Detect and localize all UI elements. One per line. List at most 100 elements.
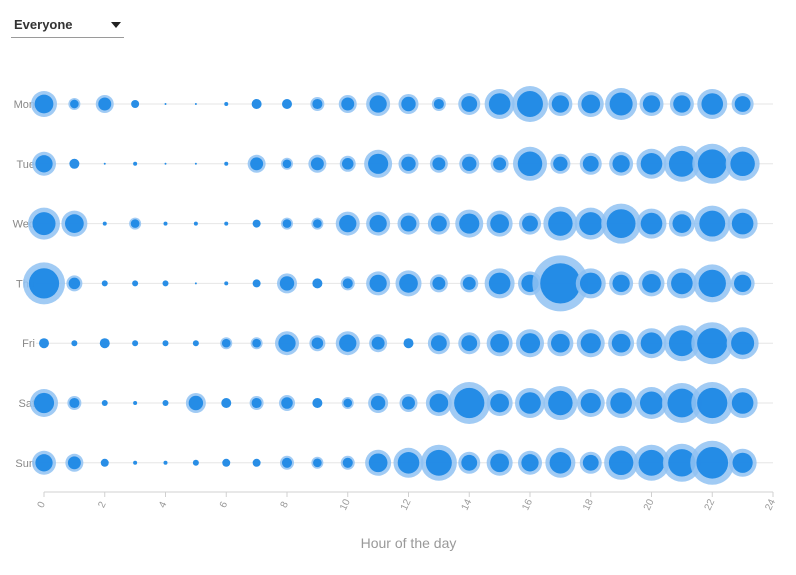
audience-dropdown-value: Everyone [14,17,73,32]
bubble-sun-10 [342,457,353,468]
bubble-sun-22 [696,446,729,479]
bubble-thu-0 [28,268,60,299]
bubble-sat-12 [402,396,415,410]
bubble-fri-13 [430,335,447,352]
bubble-mon-20 [642,95,661,113]
bubble-thu-7 [252,279,261,288]
bubble-fri-23 [731,331,755,355]
bubble-thu-1 [68,277,81,290]
bubble-sat-11 [370,395,386,411]
bubble-wed-17 [548,211,573,236]
bubble-tue-10 [341,158,354,170]
bubble-wed-7 [252,219,261,228]
bubble-thu-19 [612,274,630,293]
bubble-wed-8 [282,219,292,228]
bubble-fri-8 [278,334,296,352]
x-tick-label: 20 [642,497,657,512]
x-tick-label: 16 [520,497,535,512]
bubble-tue-13 [432,157,446,171]
x-tick-label: 6 [218,500,231,510]
x-tick-label: 24 [763,497,778,512]
bubble-sun-0 [35,454,53,472]
bubble-fri-3 [132,340,139,347]
day-label: Sun [15,458,35,470]
bubble-thu-17 [540,263,581,304]
bubble-sun-21 [668,449,696,477]
bubble-sun-6 [222,458,231,467]
bubble-sun-11 [368,453,388,473]
bubble-mon-4 [164,103,167,105]
bubble-thu-15 [488,272,511,295]
bubble-wed-13 [430,215,447,232]
bubble-mon-17 [551,95,570,113]
bubble-wed-23 [731,212,754,235]
bubble-wed-20 [640,212,663,235]
bubble-thu-21 [671,272,693,295]
bubble-sun-12 [397,452,420,474]
bubble-tue-8 [282,159,292,169]
bubble-mon-0 [34,94,54,114]
bubble-sat-16 [519,392,541,414]
bubble-thu-2 [101,280,108,287]
bubble-sat-3 [133,401,138,405]
x-tick-label: 14 [460,497,475,512]
bubble-sat-6 [221,398,232,408]
bubble-mon-19 [609,92,633,116]
x-tick-label: 2 [96,500,109,510]
bubble-tue-3 [133,161,138,166]
bubble-fri-6 [221,338,231,348]
bubble-sat-9 [312,398,323,408]
bubble-sun-5 [192,459,199,466]
bubble-sun-20 [638,449,665,476]
bubble-thu-18 [579,272,602,295]
bubble-fri-18 [580,333,601,354]
caret-down-icon [111,22,121,28]
x-tick-label: 10 [338,497,353,512]
bubble-thu-8 [279,276,295,291]
bubble-fri-17 [551,333,570,353]
bubble-sat-19 [610,392,632,414]
bubble-fri-0 [39,338,49,349]
bubble-thu-14 [462,276,476,290]
bubble-mon-16 [517,91,543,117]
bubble-sat-2 [101,400,108,406]
bubble-fri-21 [668,330,695,357]
bubble-wed-6 [224,221,229,226]
bubble-wed-12 [400,215,417,232]
bubble-sun-4 [163,460,168,465]
bubble-tue-1 [69,158,80,169]
bubble-tue-6 [224,161,229,166]
bubble-wed-5 [193,221,198,226]
bubble-tue-14 [462,156,477,171]
bubble-tue-23 [730,151,755,177]
bubble-mon-2 [98,97,112,111]
bubble-thu-12 [399,274,418,293]
bubble-mon-3 [131,100,140,108]
bubble-thu-5 [194,282,197,285]
bubble-sat-21 [667,388,697,418]
bubble-mon-23 [734,96,751,112]
day-label: Mon [14,99,35,111]
audience-dropdown[interactable]: Everyone [11,12,124,38]
bubble-thu-6 [224,281,229,286]
bubble-tue-5 [194,162,197,165]
bubble-mon-10 [341,97,355,111]
bubble-mon-15 [488,93,511,115]
bubble-fri-9 [311,337,324,349]
bubble-thu-11 [369,274,387,293]
bubble-sat-20 [639,391,664,415]
bubble-wed-2 [102,221,107,226]
bubble-mon-8 [282,99,292,109]
bubble-fri-11 [371,336,385,350]
bubble-wed-9 [313,219,322,228]
bubble-wed-10 [339,214,357,233]
bubble-thu-23 [733,274,752,293]
bubble-fri-1 [71,340,78,347]
bubble-wed-21 [672,214,692,233]
bubble-tue-15 [493,157,507,171]
bubble-tue-21 [668,150,695,177]
bubble-sun-15 [490,453,509,473]
bubble-tue-19 [612,155,630,173]
bubble-fri-7 [252,338,261,348]
